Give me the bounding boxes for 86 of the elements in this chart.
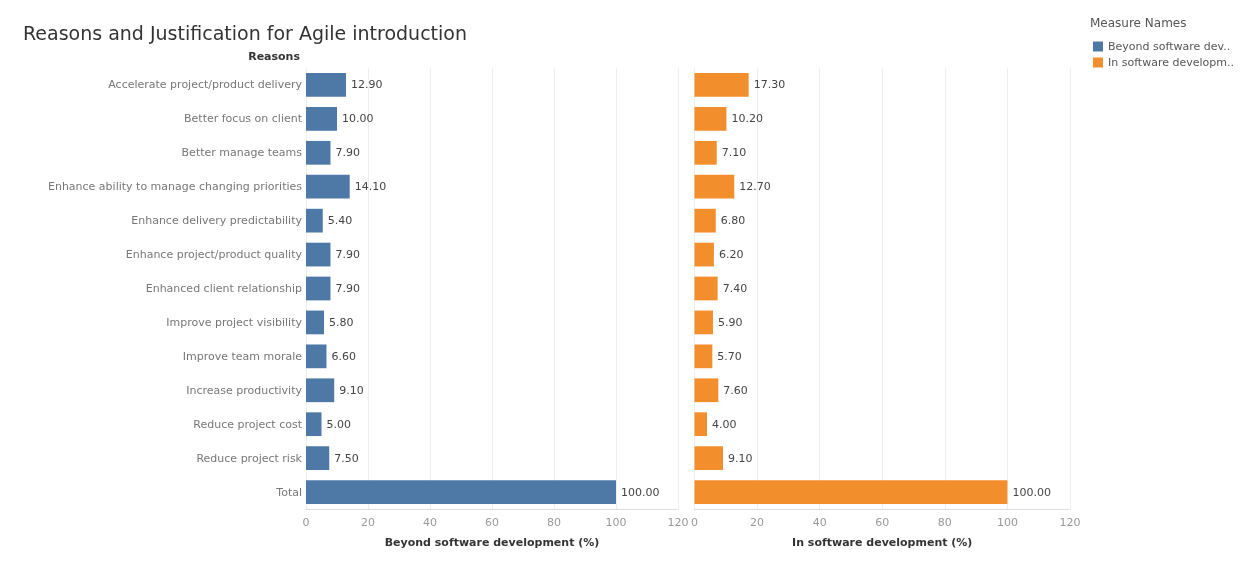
x-tick-label: 100 [996, 516, 1018, 529]
bar [694, 412, 708, 437]
data-label: 9.10 [727, 451, 753, 465]
y-tick-label: Enhanced client relationship [145, 282, 302, 295]
bar [306, 174, 350, 199]
x-tick-label: 60 [875, 516, 890, 529]
y-tick-label: Improve team morale [182, 349, 303, 363]
data-label: 14.10 [354, 180, 387, 194]
bar [694, 107, 727, 131]
bar [694, 310, 713, 335]
data-label: 7.50 [334, 451, 359, 465]
bar [694, 208, 716, 233]
y-tick-label: Reduce project risk [196, 451, 303, 465]
x-tick-label: 20 [361, 516, 375, 529]
data-label: 7.90 [335, 248, 360, 262]
data-label: 6.60 [331, 349, 356, 363]
x-tick-label: 0 [302, 516, 310, 529]
data-label: 12.90 [350, 78, 383, 92]
data-label: 12.70 [739, 180, 771, 194]
data-label: 5.40 [327, 214, 353, 228]
bar [306, 480, 616, 504]
x-tick-label: 60 [485, 516, 499, 529]
data-label: 100.00 [621, 485, 660, 499]
data-label: 7.90 [335, 282, 360, 295]
y-tick-label: Accelerate project/product delivery [108, 78, 303, 92]
data-label: 6.20 [718, 248, 744, 262]
bar [694, 446, 723, 470]
x-tick-label: 0 [691, 516, 698, 529]
bar [306, 73, 346, 97]
y-tick-label: Better manage teams [181, 146, 303, 160]
bar [306, 140, 331, 165]
data-label: 10.20 [731, 112, 763, 126]
bar [306, 107, 337, 131]
x-tick-label: 20 [750, 516, 765, 529]
bar [306, 310, 324, 335]
bar [306, 208, 323, 233]
data-label: 5.00 [326, 417, 351, 431]
y-tick-label: Enhance ability to manage changing priorities [47, 180, 303, 194]
bar [694, 378, 719, 403]
bar [694, 344, 713, 369]
data-label: 10.00 [342, 112, 374, 126]
bar [694, 276, 718, 301]
data-label: 6.80 [720, 214, 746, 228]
bar [306, 412, 322, 437]
data-label: 7.10 [721, 146, 747, 160]
data-label: 7.40 [722, 282, 748, 295]
bar [694, 140, 717, 165]
x-tick-label: 120 [667, 516, 689, 529]
bar [694, 480, 1008, 504]
x-tick-label: 120 [1059, 516, 1081, 529]
chart-title: Reasons and Justification for Agile introduction [23, 21, 467, 44]
x-tick-label: 80 [937, 516, 952, 529]
data-label: 7.90 [335, 146, 360, 160]
data-label: 4.00 [712, 417, 737, 431]
bar [306, 378, 335, 403]
x-tick-label: 40 [423, 516, 437, 529]
data-label: 100.00 [1012, 485, 1051, 499]
bar [306, 276, 331, 301]
y-tick-label: Enhance delivery predictability [131, 214, 303, 228]
data-label: 7.60 [723, 383, 748, 397]
y-axis-title: Reasons [248, 50, 301, 63]
data-label: 17.30 [753, 78, 786, 92]
legend-label: Beyond software dev.. [1108, 40, 1231, 53]
data-label: 5.90 [717, 315, 743, 329]
x-axis-title: Beyond software development (%) [384, 536, 600, 549]
legend-label: In software developm.. [1108, 56, 1234, 69]
x-tick-label: 100 [605, 516, 627, 529]
x-tick-label: 80 [547, 516, 561, 529]
y-tick-label: Total [275, 485, 302, 499]
x-axis-title: In software development (%) [792, 536, 973, 549]
y-tick-label: Increase productivity [186, 383, 303, 397]
data-label: 5.70 [717, 349, 742, 363]
x-tick-label: 40 [812, 516, 827, 529]
y-tick-label: Enhance project/product quality [125, 248, 303, 262]
bar [694, 242, 714, 267]
y-tick-label: Better focus on client [184, 112, 303, 126]
bar [306, 344, 327, 369]
bar [306, 446, 330, 470]
data-label: 5.80 [328, 315, 354, 329]
y-tick-label: Reduce project cost [193, 417, 303, 431]
bar [694, 174, 735, 199]
bar [694, 73, 749, 97]
data-label: 9.10 [339, 383, 364, 397]
bar [306, 242, 331, 267]
legend-title: Measure Names [1090, 16, 1187, 30]
y-tick-label: Improve project visibility [166, 315, 303, 329]
